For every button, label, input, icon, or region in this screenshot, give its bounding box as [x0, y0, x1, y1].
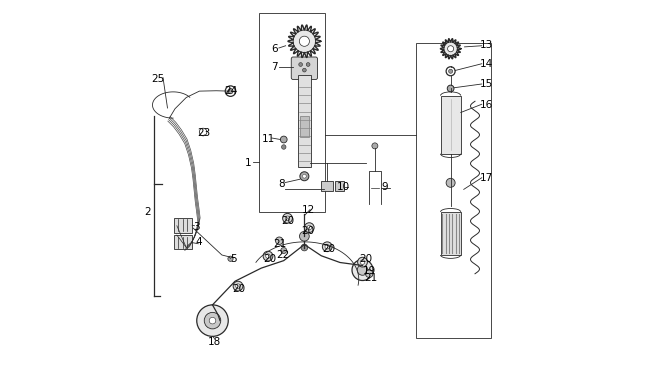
- Circle shape: [306, 63, 310, 66]
- Circle shape: [358, 265, 368, 275]
- Circle shape: [307, 225, 311, 230]
- Circle shape: [266, 254, 270, 258]
- Circle shape: [325, 244, 330, 249]
- Circle shape: [300, 172, 309, 181]
- Bar: [300, 116, 309, 137]
- Circle shape: [283, 213, 292, 223]
- Text: 21: 21: [274, 239, 287, 249]
- Text: 11: 11: [261, 134, 274, 144]
- Text: 3: 3: [194, 222, 200, 232]
- Circle shape: [228, 88, 233, 94]
- Circle shape: [281, 248, 287, 254]
- Circle shape: [285, 216, 290, 220]
- Text: 20: 20: [359, 254, 372, 264]
- Text: 1: 1: [245, 158, 252, 168]
- Circle shape: [209, 317, 216, 324]
- Circle shape: [302, 174, 306, 178]
- Text: 9: 9: [382, 183, 388, 192]
- Text: 16: 16: [480, 100, 493, 110]
- Circle shape: [281, 145, 286, 149]
- Text: 21: 21: [365, 273, 378, 283]
- Text: 18: 18: [208, 337, 221, 347]
- Circle shape: [448, 46, 454, 52]
- Circle shape: [448, 69, 452, 73]
- Text: 12: 12: [302, 205, 315, 215]
- Circle shape: [360, 260, 365, 264]
- Text: 14: 14: [480, 59, 493, 69]
- Text: 5: 5: [230, 254, 237, 264]
- Circle shape: [204, 312, 221, 329]
- Text: 2: 2: [144, 207, 151, 217]
- Circle shape: [301, 244, 307, 251]
- Circle shape: [197, 305, 228, 336]
- Circle shape: [300, 231, 309, 241]
- Text: 10: 10: [337, 183, 350, 192]
- Text: 20: 20: [263, 254, 276, 264]
- Bar: [441, 96, 461, 154]
- Bar: [174, 217, 192, 232]
- Bar: [335, 181, 344, 191]
- Circle shape: [299, 63, 302, 66]
- Text: 20: 20: [322, 244, 335, 254]
- Circle shape: [233, 281, 243, 291]
- Bar: [174, 235, 192, 249]
- Text: 17: 17: [480, 173, 493, 183]
- Circle shape: [276, 237, 283, 244]
- Circle shape: [352, 260, 373, 280]
- Text: 23: 23: [198, 128, 211, 138]
- Circle shape: [293, 30, 316, 52]
- Circle shape: [444, 42, 458, 56]
- Circle shape: [302, 68, 306, 72]
- Circle shape: [304, 223, 314, 232]
- Text: 4: 4: [195, 237, 202, 247]
- Circle shape: [372, 143, 378, 149]
- Bar: [298, 75, 311, 167]
- Text: 13: 13: [480, 40, 493, 50]
- Text: 15: 15: [480, 80, 493, 89]
- Circle shape: [263, 251, 273, 261]
- FancyBboxPatch shape: [291, 57, 317, 80]
- Circle shape: [322, 242, 332, 252]
- Text: 19: 19: [363, 266, 376, 276]
- Circle shape: [358, 257, 367, 267]
- Circle shape: [299, 36, 309, 46]
- Circle shape: [236, 284, 240, 288]
- Bar: [320, 181, 333, 191]
- Bar: [416, 43, 491, 338]
- Text: 20: 20: [281, 216, 294, 226]
- Text: 22: 22: [276, 250, 290, 260]
- Circle shape: [228, 256, 233, 261]
- Text: 7: 7: [271, 63, 278, 72]
- Text: 8: 8: [279, 179, 285, 189]
- Text: 20: 20: [232, 284, 245, 294]
- Circle shape: [447, 85, 454, 92]
- Circle shape: [280, 136, 287, 143]
- Bar: [259, 13, 325, 212]
- Text: 6: 6: [271, 44, 278, 54]
- Bar: [441, 212, 461, 255]
- Text: 20: 20: [302, 226, 315, 236]
- Text: 24: 24: [224, 86, 237, 96]
- Text: 25: 25: [151, 74, 164, 84]
- Circle shape: [365, 270, 373, 278]
- Circle shape: [446, 178, 455, 188]
